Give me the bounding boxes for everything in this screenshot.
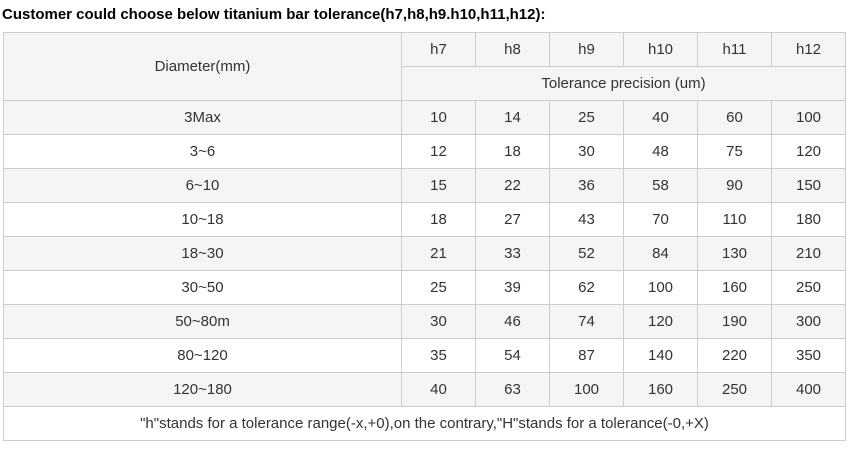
table-row: 18~30 21 33 52 84 130 210 bbox=[3, 236, 846, 271]
value-cell-h8: 54 bbox=[475, 338, 550, 373]
table-row: 6~10 15 22 36 58 90 150 bbox=[3, 168, 846, 203]
value-cell-h7: 25 bbox=[401, 270, 476, 305]
diameter-cell: 120~180 bbox=[3, 372, 402, 407]
value-cell-h9: 52 bbox=[549, 236, 624, 271]
value-cell-h8: 27 bbox=[475, 202, 550, 237]
grade-header-h7: h7 bbox=[401, 32, 476, 67]
table-footer: "h"stands for a tolerance range(-x,+0),o… bbox=[3, 406, 846, 441]
value-cell-h9: 30 bbox=[549, 134, 624, 169]
diameter-cell: 80~120 bbox=[3, 338, 402, 373]
value-cell-h11: 130 bbox=[697, 236, 772, 271]
diameter-cell: 30~50 bbox=[3, 270, 402, 305]
table-row: 30~50 25 39 62 100 160 250 bbox=[3, 270, 846, 305]
value-cell-h9: 100 bbox=[549, 372, 624, 407]
grade-header-h12: h12 bbox=[771, 32, 846, 67]
grade-header-h10: h10 bbox=[623, 32, 698, 67]
diameter-cell: 10~18 bbox=[3, 202, 402, 237]
value-cell-h10: 58 bbox=[623, 168, 698, 203]
value-cell-h11: 110 bbox=[697, 202, 772, 237]
table-body: 3Max 10 14 25 40 60 100 3~6 12 18 30 48 … bbox=[3, 100, 846, 407]
table-row: 120~180 40 63 100 160 250 400 bbox=[3, 372, 846, 407]
value-cell-h9: 87 bbox=[549, 338, 624, 373]
table-row: 3Max 10 14 25 40 60 100 bbox=[3, 100, 846, 135]
value-cell-h10: 84 bbox=[623, 236, 698, 271]
table-row: 50~80m 30 46 74 120 190 300 bbox=[3, 304, 846, 339]
value-cell-h8: 22 bbox=[475, 168, 550, 203]
value-cell-h10: 40 bbox=[623, 100, 698, 135]
value-cell-h12: 100 bbox=[771, 100, 846, 135]
value-cell-h10: 140 bbox=[623, 338, 698, 373]
value-cell-h9: 43 bbox=[549, 202, 624, 237]
value-cell-h10: 100 bbox=[623, 270, 698, 305]
value-cell-h8: 18 bbox=[475, 134, 550, 169]
value-cell-h10: 70 bbox=[623, 202, 698, 237]
value-cell-h12: 300 bbox=[771, 304, 846, 339]
value-cell-h10: 48 bbox=[623, 134, 698, 169]
table-row: 10~18 18 27 43 70 110 180 bbox=[3, 202, 846, 237]
table-row: 80~120 35 54 87 140 220 350 bbox=[3, 338, 846, 373]
diameter-header-cell: Diameter(mm) bbox=[3, 32, 402, 101]
value-cell-h9: 36 bbox=[549, 168, 624, 203]
value-cell-h9: 62 bbox=[549, 270, 624, 305]
value-cell-h11: 190 bbox=[697, 304, 772, 339]
diameter-cell: 3Max bbox=[3, 100, 402, 135]
value-cell-h11: 250 bbox=[697, 372, 772, 407]
value-cell-h9: 74 bbox=[549, 304, 624, 339]
footnote-cell: "h"stands for a tolerance range(-x,+0),o… bbox=[3, 406, 846, 441]
value-cell-h7: 12 bbox=[401, 134, 476, 169]
value-cell-h12: 120 bbox=[771, 134, 846, 169]
grade-header-h11: h11 bbox=[697, 32, 772, 67]
value-cell-h8: 63 bbox=[475, 372, 550, 407]
value-cell-h12: 400 bbox=[771, 372, 846, 407]
value-cell-h7: 40 bbox=[401, 372, 476, 407]
value-cell-h12: 150 bbox=[771, 168, 846, 203]
diameter-cell: 50~80m bbox=[3, 304, 402, 339]
table-row: 3~6 12 18 30 48 75 120 bbox=[3, 134, 846, 169]
value-cell-h11: 220 bbox=[697, 338, 772, 373]
value-cell-h11: 75 bbox=[697, 134, 772, 169]
value-cell-h12: 180 bbox=[771, 202, 846, 237]
value-cell-h8: 14 bbox=[475, 100, 550, 135]
page-title: Customer could choose below titanium bar… bbox=[2, 6, 546, 23]
tolerance-precision-header-cell: Tolerance precision (um) bbox=[401, 66, 846, 101]
value-cell-h7: 21 bbox=[401, 236, 476, 271]
diameter-cell: 3~6 bbox=[3, 134, 402, 169]
value-cell-h10: 160 bbox=[623, 372, 698, 407]
table-header: Diameter(mm) h7 h8 h9 h10 h11 h12 Tolera… bbox=[3, 32, 846, 101]
value-cell-h7: 15 bbox=[401, 168, 476, 203]
value-cell-h11: 160 bbox=[697, 270, 772, 305]
value-cell-h9: 25 bbox=[549, 100, 624, 135]
tolerance-table: Diameter(mm) h7 h8 h9 h10 h11 h12 Tolera… bbox=[3, 32, 846, 441]
header-row-grades: Diameter(mm) h7 h8 h9 h10 h11 h12 bbox=[3, 32, 846, 101]
value-cell-h11: 90 bbox=[697, 168, 772, 203]
value-cell-h12: 250 bbox=[771, 270, 846, 305]
value-cell-h8: 46 bbox=[475, 304, 550, 339]
diameter-cell: 6~10 bbox=[3, 168, 402, 203]
value-cell-h12: 210 bbox=[771, 236, 846, 271]
grade-header-h9: h9 bbox=[549, 32, 624, 67]
value-cell-h8: 33 bbox=[475, 236, 550, 271]
value-cell-h11: 60 bbox=[697, 100, 772, 135]
value-cell-h10: 120 bbox=[623, 304, 698, 339]
header-row-subheader: Tolerance precision (um) bbox=[4, 66, 846, 101]
grade-header-h8: h8 bbox=[475, 32, 550, 67]
footnote-row: "h"stands for a tolerance range(-x,+0),o… bbox=[3, 406, 846, 441]
value-cell-h7: 18 bbox=[401, 202, 476, 237]
value-cell-h8: 39 bbox=[475, 270, 550, 305]
value-cell-h7: 30 bbox=[401, 304, 476, 339]
value-cell-h7: 10 bbox=[401, 100, 476, 135]
value-cell-h12: 350 bbox=[771, 338, 846, 373]
diameter-cell: 18~30 bbox=[3, 236, 402, 271]
value-cell-h7: 35 bbox=[401, 338, 476, 373]
